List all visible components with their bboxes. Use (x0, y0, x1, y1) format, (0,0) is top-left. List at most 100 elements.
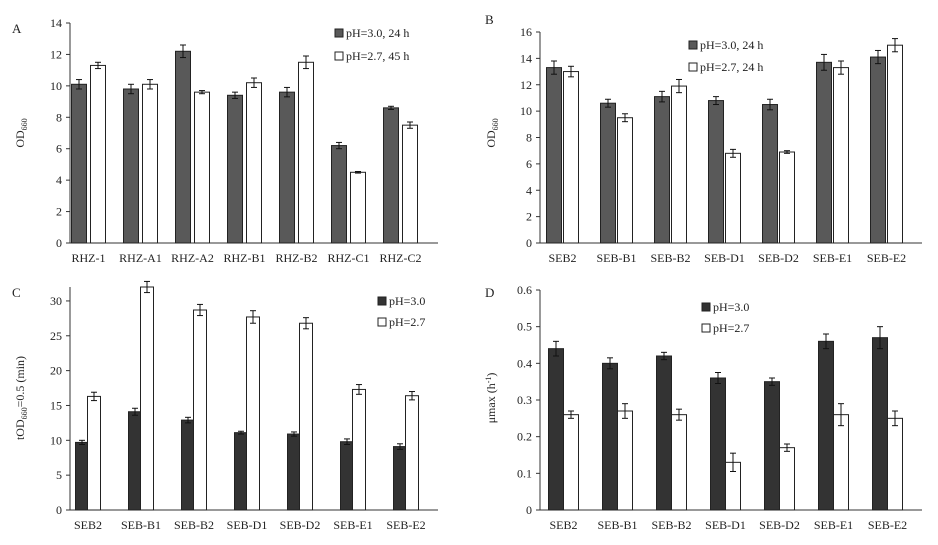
y-tick-label: 0 (56, 503, 62, 517)
bar (90, 64, 106, 244)
x-tick-label: RHZ-B2 (276, 251, 318, 265)
y-tick-label: 25 (50, 329, 62, 343)
bar (350, 171, 366, 244)
y-axis-title-main: μmax (h (484, 383, 498, 423)
x-tick-label: SEB-B2 (650, 251, 690, 265)
panel-letter: A (12, 21, 22, 36)
y-tick-label: 15 (50, 398, 62, 412)
x-tick-label: SEB-D1 (705, 518, 746, 532)
y-tick-label: 0.4 (517, 356, 532, 370)
bar (671, 85, 687, 244)
bar (340, 441, 354, 511)
x-tick-label: SEB-B1 (596, 251, 636, 265)
y-axis-title-superscript: -1 (484, 377, 493, 384)
bar (246, 82, 262, 244)
x-tick-label: SEB-E1 (813, 251, 852, 265)
x-tick-label: SEB-B2 (174, 518, 214, 532)
y-axis-title: OD660 (13, 118, 29, 147)
bar (617, 117, 633, 244)
bar (87, 395, 101, 511)
bar (331, 145, 347, 244)
y-tick-label: 6 (526, 157, 532, 171)
y-tick-label: 5 (56, 468, 62, 482)
bar (762, 104, 778, 244)
y-axis-title-main: OD (484, 130, 498, 148)
bar (128, 411, 142, 511)
bar (193, 309, 207, 511)
x-tick-label: SEB-E2 (867, 251, 906, 265)
bar (402, 124, 418, 244)
x-tick-label: RHZ-C1 (328, 251, 370, 265)
x-tick-label: SEB2 (74, 518, 102, 532)
legend-swatch (334, 28, 344, 38)
x-tick-label: RHZ-C2 (380, 251, 422, 265)
y-tick-label: 0 (56, 236, 62, 250)
y-tick-label: 0.5 (517, 320, 532, 334)
x-tick-label: RHZ-B1 (224, 251, 266, 265)
bar (833, 414, 849, 511)
y-tick-label: 4 (526, 183, 532, 197)
y-tick-label: 2 (56, 205, 62, 219)
y-axis-title-main: OD (13, 130, 27, 148)
x-tick-label: SEB-E2 (386, 518, 425, 532)
y-tick-label: 10 (520, 104, 532, 118)
bar (546, 67, 562, 244)
y-axis-title: μmax (h-1) (484, 373, 498, 424)
y-axis-title-subscript: 660 (20, 118, 29, 130)
bar (764, 381, 780, 511)
bar (887, 417, 903, 511)
x-tick-label: SEB-E1 (333, 518, 372, 532)
bar (299, 322, 313, 511)
y-tick-label: 14 (50, 16, 62, 30)
x-tick-label: SEB-B1 (597, 518, 637, 532)
bar (75, 441, 89, 511)
bar (656, 355, 672, 511)
bar (872, 337, 888, 511)
y-tick-label: 30 (50, 294, 62, 308)
bar (708, 100, 724, 244)
y-axis-title-rest: =0.5 (min) (13, 356, 27, 407)
bar (181, 419, 195, 511)
legend-swatch (688, 62, 698, 72)
x-tick-label: SEB-B1 (121, 518, 161, 532)
bar (617, 410, 633, 511)
legend-swatch (334, 51, 344, 61)
y-tick-label: 12 (520, 78, 532, 92)
bar (194, 91, 210, 244)
panel-b: B OD660 0 2 4 6 8 10 12 14 16 SEB2 SEB-B1 SEB-B2 SEB-D… (484, 12, 922, 265)
bar (887, 44, 903, 244)
x-tick-label: RHZ-1 (72, 251, 106, 265)
bar (393, 446, 407, 511)
x-tick-label: SEB-D2 (280, 518, 321, 532)
legend-label: pH=3.0, 24 h (346, 26, 409, 40)
y-tick-label: 12 (50, 47, 62, 61)
y-axis-title-rest: ) (484, 373, 498, 377)
x-tick-label: SEB-D2 (758, 251, 799, 265)
x-tick-label: SEB2 (548, 251, 576, 265)
bar (548, 348, 564, 511)
x-tick-label: SEB-B2 (651, 518, 691, 532)
bar (142, 83, 158, 244)
y-axis-title: OD660 (484, 118, 500, 147)
panel-a: A OD660 0 2 4 6 8 10 12 14 RHZ-1 RHZ-A1 RHZ-A2 RHZ-B1… (12, 16, 438, 265)
bar (671, 414, 687, 511)
bar (279, 91, 295, 244)
y-axis-title-subscript: 660 (491, 118, 500, 130)
legend-swatch (688, 40, 698, 50)
x-tick-label: SEB-E2 (868, 518, 907, 532)
y-axis-title-subscript: 660 (20, 407, 29, 419)
y-tick-label: 20 (50, 364, 62, 378)
bar (818, 340, 834, 511)
bar (227, 94, 243, 244)
legend-label: pH=2.7, 45 h (346, 49, 409, 63)
legend-swatch (377, 296, 387, 306)
y-axis-title: tOD660=0.5 (min) (13, 356, 29, 440)
x-tick-label: SEB-D1 (227, 518, 268, 532)
y-tick-label: 10 (50, 79, 62, 93)
legend-label: pH=3.0 (389, 294, 425, 308)
bar (816, 61, 832, 244)
legend-swatch (377, 317, 387, 327)
